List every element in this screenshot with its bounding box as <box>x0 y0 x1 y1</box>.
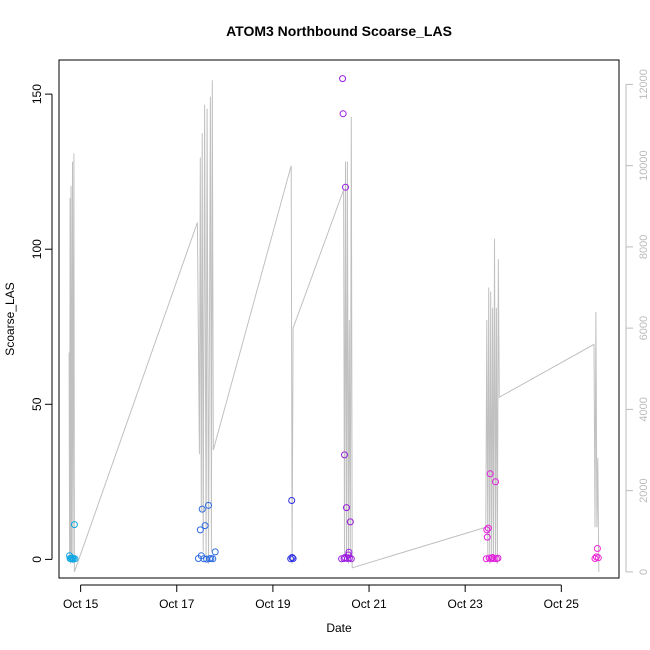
data-point <box>341 451 348 459</box>
data-point <box>71 555 79 563</box>
data-point <box>484 524 492 532</box>
data-point <box>492 478 499 486</box>
data-point <box>486 470 494 478</box>
line-series <box>68 80 600 573</box>
x-tick-label: Oct 17 <box>159 597 195 611</box>
points-layer <box>66 75 602 563</box>
data-point <box>494 554 502 562</box>
data-point <box>201 522 209 530</box>
data-point <box>287 555 295 563</box>
x-tick-label: Oct 23 <box>448 597 484 611</box>
data-point <box>205 501 212 509</box>
data-point <box>489 554 497 561</box>
data-point <box>490 555 498 562</box>
y-tick-label-left: 100 <box>30 239 44 259</box>
data-point <box>211 548 219 556</box>
data-point <box>594 554 602 562</box>
data-point <box>347 555 355 563</box>
y-tick-label-left: 0 <box>30 556 44 563</box>
y-tick-label-right: 10000 <box>638 150 650 181</box>
y-axis-right: 0 2000 4000 6000 8000 10000 12000 <box>625 69 650 575</box>
data-point <box>483 533 491 541</box>
data-point <box>483 526 491 534</box>
y-axis-left: 0 50 100 150 <box>30 84 53 563</box>
data-point <box>342 183 349 191</box>
y-tick-label-right: 6000 <box>638 316 650 340</box>
x-axis-label: Date <box>326 621 352 635</box>
data-point <box>343 504 350 512</box>
data-point <box>346 518 354 526</box>
y-tick-label-right: 12000 <box>638 69 650 100</box>
data-point <box>288 554 296 561</box>
data-point <box>482 555 490 563</box>
data-point <box>70 521 78 529</box>
x-axis: Oct 15 Oct 17 Oct 19 Oct 21 Oct 23 Oct 25 <box>63 584 580 611</box>
y-axis-label: Scoarse_LAS <box>3 282 17 355</box>
y-tick-label-left: 50 <box>30 397 44 411</box>
data-point <box>340 555 348 562</box>
x-tick-label: Oct 25 <box>544 597 580 611</box>
y-tick-label-left: 150 <box>30 84 44 104</box>
series-line <box>68 80 600 573</box>
y-tick-label-right: 4000 <box>638 397 650 421</box>
y-tick-label-right: 2000 <box>638 478 650 502</box>
data-point <box>487 555 495 563</box>
data-point <box>339 75 347 83</box>
data-point <box>288 497 296 504</box>
y-tick-label-right: 8000 <box>638 235 650 259</box>
data-point <box>339 110 347 118</box>
data-point <box>209 555 217 563</box>
data-point <box>289 555 297 562</box>
y-tick-label-right: 0 <box>638 569 650 575</box>
chart-title: ATOM3 Northbound Scoarse_LAS <box>226 23 452 39</box>
data-point <box>593 545 601 552</box>
x-tick-label: Oct 15 <box>63 597 99 611</box>
plot-frame <box>58 59 620 579</box>
data-point <box>198 505 206 513</box>
x-tick-label: Oct 21 <box>351 597 387 611</box>
data-point <box>591 555 599 562</box>
data-point <box>196 526 204 534</box>
x-tick-label: Oct 19 <box>255 597 291 611</box>
